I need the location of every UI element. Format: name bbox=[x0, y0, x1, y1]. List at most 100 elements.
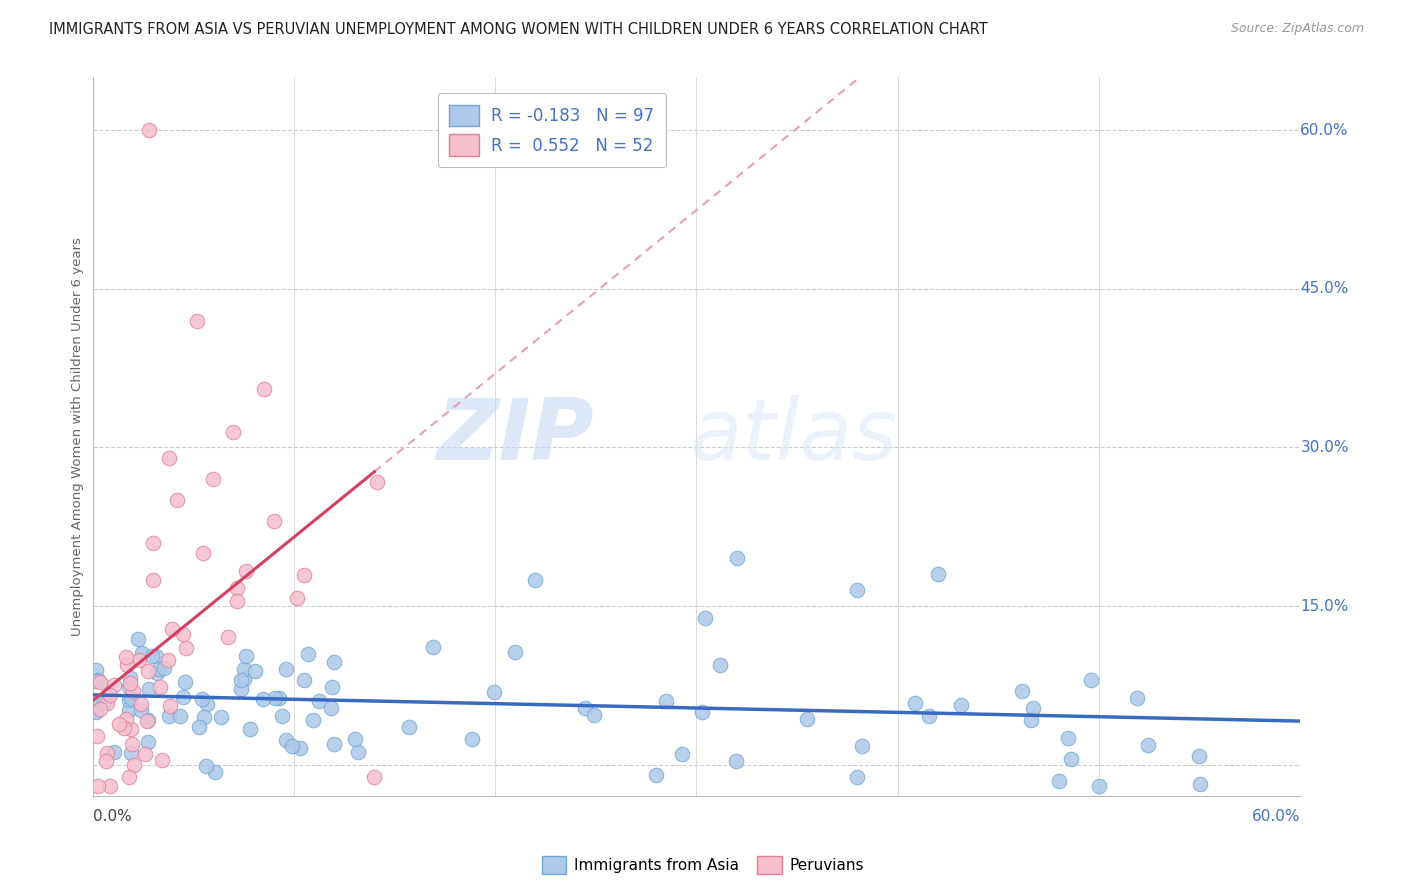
Point bbox=[120, 690, 142, 705]
Point bbox=[231, 673, 253, 687]
Point bbox=[195, 697, 218, 711]
Point bbox=[172, 690, 194, 704]
Point bbox=[142, 574, 165, 588]
Point bbox=[84, 706, 107, 720]
Point bbox=[150, 753, 173, 767]
Point bbox=[524, 573, 547, 587]
Point bbox=[118, 680, 141, 694]
Point bbox=[148, 662, 170, 676]
Point bbox=[83, 673, 105, 688]
Point bbox=[645, 768, 668, 782]
Point bbox=[152, 661, 174, 675]
Point bbox=[112, 721, 135, 735]
Point bbox=[461, 731, 484, 746]
Point bbox=[145, 649, 167, 664]
Point bbox=[288, 740, 311, 755]
Point bbox=[243, 664, 266, 678]
Point bbox=[135, 714, 157, 728]
Point bbox=[84, 704, 107, 718]
Point bbox=[128, 653, 150, 667]
Point bbox=[285, 591, 308, 605]
Y-axis label: Unemployment Among Women with Children Under 6 years: Unemployment Among Women with Children U… bbox=[72, 237, 84, 636]
Point bbox=[503, 644, 526, 658]
Point bbox=[138, 123, 160, 137]
Point bbox=[292, 673, 315, 687]
Point bbox=[190, 691, 212, 706]
Text: 60.0%: 60.0% bbox=[1301, 123, 1348, 137]
Point bbox=[202, 472, 225, 486]
Point bbox=[93, 695, 115, 709]
Point bbox=[120, 746, 142, 760]
Point bbox=[118, 770, 141, 784]
Point bbox=[89, 702, 111, 716]
Point bbox=[115, 712, 138, 726]
Point bbox=[398, 720, 420, 734]
Point bbox=[1126, 690, 1149, 705]
Point bbox=[904, 696, 927, 710]
Point bbox=[103, 746, 125, 760]
Point bbox=[1057, 731, 1080, 746]
Text: 60.0%: 60.0% bbox=[1251, 809, 1301, 824]
Point bbox=[131, 703, 153, 717]
Point bbox=[297, 647, 319, 661]
Point bbox=[918, 708, 941, 723]
Point bbox=[239, 723, 262, 737]
Point bbox=[1060, 752, 1083, 766]
Point bbox=[252, 692, 274, 706]
Point bbox=[226, 581, 249, 595]
Point bbox=[1021, 713, 1043, 727]
Text: IMMIGRANTS FROM ASIA VS PERUVIAN UNEMPLOYMENT AMONG WOMEN WITH CHILDREN UNDER 6 : IMMIGRANTS FROM ASIA VS PERUVIAN UNEMPLO… bbox=[49, 22, 988, 37]
Point bbox=[709, 657, 731, 672]
Legend: Immigrants from Asia, Peruvians: Immigrants from Asia, Peruvians bbox=[536, 850, 870, 880]
Point bbox=[1047, 773, 1070, 788]
Text: ZIP: ZIP bbox=[436, 395, 593, 478]
Point bbox=[172, 626, 194, 640]
Point bbox=[422, 640, 444, 654]
Point bbox=[301, 713, 323, 727]
Point bbox=[157, 451, 180, 466]
Point bbox=[118, 671, 141, 685]
Point bbox=[274, 662, 297, 676]
Point bbox=[146, 666, 169, 681]
Point bbox=[117, 658, 139, 673]
Point bbox=[323, 655, 346, 669]
Point bbox=[346, 745, 368, 759]
Point bbox=[108, 716, 131, 731]
Point bbox=[1080, 673, 1102, 687]
Point bbox=[690, 705, 713, 719]
Text: 30.0%: 30.0% bbox=[1301, 440, 1348, 455]
Point bbox=[344, 732, 367, 747]
Point bbox=[96, 754, 118, 768]
Point bbox=[131, 646, 153, 660]
Point bbox=[149, 680, 172, 694]
Point bbox=[308, 694, 330, 708]
Point bbox=[136, 734, 159, 748]
Point bbox=[157, 652, 180, 666]
Point bbox=[292, 568, 315, 582]
Point bbox=[187, 720, 209, 734]
Point bbox=[100, 779, 122, 793]
Point bbox=[157, 708, 180, 723]
Point bbox=[321, 701, 343, 715]
Point bbox=[193, 710, 215, 724]
Point bbox=[118, 703, 141, 717]
Point bbox=[121, 737, 143, 751]
Point bbox=[267, 690, 290, 705]
Point bbox=[482, 685, 505, 699]
Point bbox=[280, 739, 302, 753]
Point bbox=[96, 697, 118, 711]
Point bbox=[950, 698, 973, 712]
Point bbox=[796, 712, 818, 726]
Legend: R = -0.183   N = 97, R =  0.552   N = 52: R = -0.183 N = 97, R = 0.552 N = 52 bbox=[437, 93, 665, 168]
Point bbox=[194, 758, 217, 772]
Point bbox=[1022, 701, 1045, 715]
Point bbox=[174, 675, 197, 690]
Point bbox=[103, 678, 125, 692]
Point bbox=[851, 739, 873, 753]
Point bbox=[118, 692, 141, 706]
Point bbox=[229, 682, 252, 697]
Point bbox=[574, 701, 596, 715]
Point bbox=[142, 535, 165, 549]
Point bbox=[159, 698, 181, 713]
Point bbox=[129, 697, 152, 711]
